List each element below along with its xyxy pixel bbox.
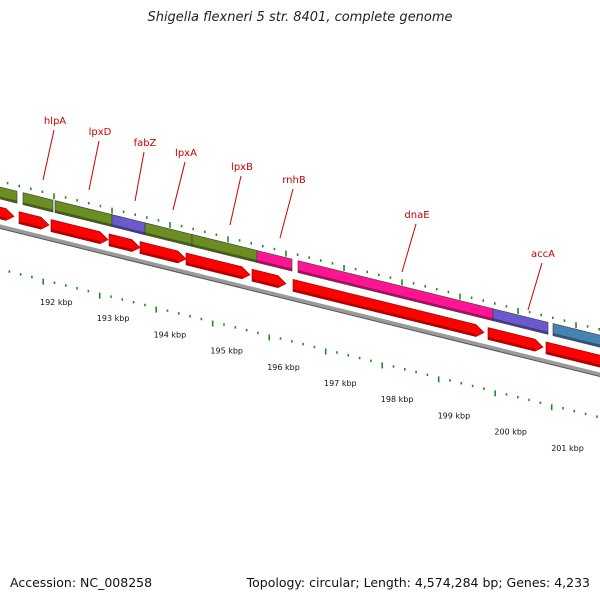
- cds-track: [0, 206, 600, 368]
- gene-leader-fabZ: [134, 151, 145, 202]
- cds-arrow-shadow-8: [292, 288, 477, 337]
- gene-leader-hlpA: [42, 129, 55, 181]
- feature-band-10: [552, 323, 600, 348]
- cds-arrow-shadow-9: [487, 337, 536, 351]
- accession-text: Accession: NC_008258: [10, 575, 153, 590]
- cds-arrow-3: [50, 219, 109, 245]
- map-title: Shigella flexneri 5 str. 8401, complete …: [147, 10, 453, 25]
- feature-band-shadow-5: [144, 232, 193, 246]
- feature-band-shadow-7: [256, 260, 293, 271]
- outer-tick-track: [6, 181, 600, 331]
- feature-band-7: [256, 250, 293, 272]
- cds-arrow-shadow-7: [251, 278, 279, 288]
- gene-label-lpxB: lpxB: [231, 162, 253, 173]
- kbp-tick-label: 197 kbp: [324, 379, 357, 388]
- cds-arrow-shadow-2: [18, 221, 42, 229]
- gene-label-hlpA: hlpA: [44, 116, 66, 127]
- kbp-tick-label: 195 kbp: [210, 347, 243, 356]
- gene-leader-lpxD: [88, 140, 100, 191]
- kbp-tick-label: 193 kbp: [97, 314, 130, 323]
- kbp-tick-label: 194 kbp: [154, 330, 187, 339]
- kbp-tick-label: 198 kbp: [381, 395, 414, 404]
- genome-backbone-shadow: [0, 227, 600, 378]
- gene-leader-accA: [527, 262, 543, 311]
- feature-band-shadow-2: [22, 202, 54, 212]
- cds-arrow-8: [292, 278, 485, 337]
- cds-arrow-10: [545, 341, 600, 368]
- cds-arrow-shadow-1: [0, 216, 7, 220]
- gene-label-fabZ: fabZ: [134, 138, 157, 149]
- cds-arrow-shadow-4: [108, 243, 133, 252]
- feature-band-shadow-1: [0, 196, 18, 203]
- feature-band-shadow-9: [492, 318, 549, 334]
- inner-tick-track: [8, 270, 598, 418]
- gene-label-lpxD: lpxD: [89, 127, 112, 138]
- cds-arrow-shadow-3: [50, 229, 101, 244]
- gene-label-rnhB: rnhB: [282, 175, 306, 186]
- feature-band-shadow-8: [297, 270, 494, 321]
- gene-label-accA: accA: [531, 249, 555, 260]
- gene-leader-dnaE: [401, 223, 417, 273]
- gene-label-lpxA: lpxA: [175, 148, 197, 159]
- cds-arrow-shadow-5: [139, 251, 179, 263]
- feature-band-shadow-4: [111, 224, 146, 235]
- cds-arrow-2: [18, 211, 50, 230]
- kbp-tick-label: 196 kbp: [267, 363, 300, 372]
- gene-leader-rnhB: [279, 188, 294, 239]
- cds-arrow-shadow-6: [185, 262, 243, 279]
- cds-arrow-shadow-10: [545, 351, 600, 367]
- cds-arrow-9: [487, 327, 544, 352]
- feature-band-shadow-6: [191, 243, 258, 262]
- feature-band-shadow-3: [54, 210, 113, 227]
- kbp-tick-label: 199 kbp: [438, 411, 471, 420]
- gene-leader-lpxA: [172, 161, 186, 211]
- kbp-tick-label: 192 kbp: [40, 298, 73, 307]
- gene-label-dnaE: dnaE: [404, 210, 429, 221]
- cds-arrow-4: [108, 233, 141, 252]
- cds-arrow-7: [251, 268, 287, 288]
- kbp-tick-labels: 192 kbp 193 kbp 194 kbp 195 kbp 196 kbp 197 k…: [40, 298, 584, 453]
- feature-band-9: [492, 308, 549, 335]
- kbp-tick-label: 200 kbp: [494, 428, 527, 437]
- gene-leader-lpxB: [229, 175, 242, 226]
- feature-track: [0, 186, 600, 348]
- genome-summary-text: Topology: circular; Length: 4,574,284 bp…: [246, 575, 590, 590]
- cds-arrow-1: [0, 206, 15, 221]
- kbp-tick-label: 201 kbp: [551, 444, 584, 453]
- cds-arrow-6: [185, 252, 251, 280]
- feature-band-1: [0, 186, 18, 204]
- feature-band-shadow-10: [552, 333, 600, 347]
- genome-backbone: [0, 224, 600, 377]
- cds-arrow-5: [139, 241, 187, 264]
- feature-band-2: [22, 192, 54, 213]
- gene-labels: hlpA lpxD fabZ lpxA lpxB rnhB dnaE accA: [42, 116, 555, 311]
